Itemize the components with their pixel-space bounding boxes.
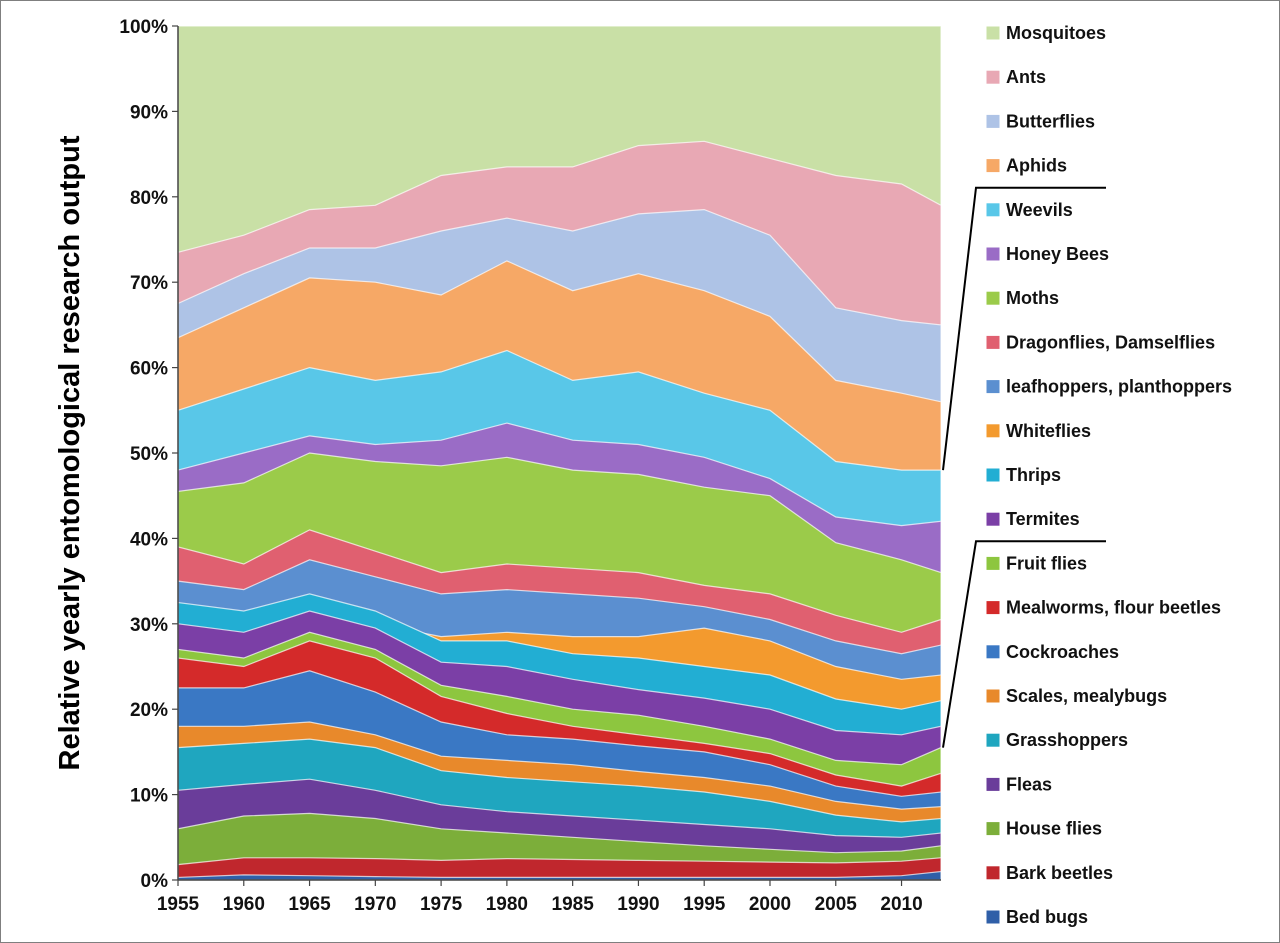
y-tick-label: 60% [130, 359, 168, 380]
legend-swatch [985, 821, 1001, 837]
x-tick-label: 1985 [552, 894, 595, 915]
x-tick-label: 1995 [683, 894, 726, 915]
x-tick-label: 1955 [157, 894, 200, 915]
x-tick-label: 2010 [880, 894, 922, 915]
legend-swatch [985, 334, 1001, 350]
legend-label: Termites [1006, 509, 1080, 529]
area-series-2 [177, 857, 942, 881]
legend-swatch [985, 158, 1001, 174]
legend-swatch [985, 379, 1001, 395]
legend-label: Fleas [1006, 774, 1052, 794]
legend: Mosquitoes Ants Butterflies Aphids Weevils Ho… [985, 23, 1232, 927]
legend-label: Honey Bees [1006, 244, 1109, 264]
legend-label: Scales, mealybugs [1006, 686, 1167, 706]
x-tick-label: 1970 [354, 894, 396, 915]
legend-label: Aphids [1006, 156, 1067, 176]
legend-swatch [985, 909, 1001, 925]
legend-swatch [985, 865, 1001, 881]
legend-swatch [985, 423, 1001, 439]
y-tick-label: 20% [130, 700, 168, 721]
y-tick-label: 50% [130, 444, 168, 465]
x-tick-label: 2000 [749, 894, 791, 915]
y-axis-label: Relative yearly entomological research o… [54, 135, 86, 770]
legend-label: Weevils [1006, 200, 1073, 220]
legend-swatch [985, 776, 1001, 792]
legend-swatch [985, 246, 1001, 262]
legend-label: Butterflies [1006, 111, 1095, 131]
legend-brackets [942, 186, 1106, 748]
x-tick-label: 1990 [617, 894, 659, 915]
legend-label: Bed bugs [1006, 907, 1088, 927]
legend-bracket-upper [942, 186, 1106, 471]
y-tick-label: 70% [130, 273, 168, 294]
legend-swatch [985, 732, 1001, 748]
legend-swatch [985, 600, 1001, 616]
x-tick-labels: 1955 1960 1965 1970 1975 1980 1985 1990 1995 2000… [157, 880, 923, 915]
legend-label: Mealworms, flour beetles [1006, 598, 1221, 618]
legend-label: Dragonflies, Damselflies [1006, 332, 1215, 352]
legend-label: Mosquitoes [1006, 23, 1106, 43]
legend-swatch [985, 467, 1001, 483]
legend-label: Ants [1006, 67, 1046, 87]
legend-label: Moths [1006, 288, 1059, 308]
legend-swatch [985, 113, 1001, 129]
legend-label: House flies [1006, 819, 1102, 839]
x-tick-label: 1960 [223, 894, 265, 915]
legend-label: Cockroaches [1006, 642, 1119, 662]
area-series-1 [177, 870, 942, 881]
legend-label: leafhoppers, planthoppers [1006, 377, 1232, 397]
y-tick-label: 90% [130, 102, 168, 123]
legend-swatch [985, 69, 1001, 85]
legend-swatch [985, 511, 1001, 527]
legend-swatch [985, 290, 1001, 306]
legend-label: Whiteflies [1006, 421, 1091, 441]
y-tick-label: 10% [130, 786, 168, 807]
x-tick-label: 1980 [486, 894, 528, 915]
legend-label: Fruit flies [1006, 553, 1087, 573]
y-tick-label: 30% [130, 615, 168, 636]
legend-label: Grasshoppers [1006, 730, 1128, 750]
legend-swatch [985, 25, 1001, 41]
y-tick-label: 40% [130, 529, 168, 550]
legend-label: Thrips [1006, 465, 1061, 485]
x-tick-label: 1965 [288, 894, 331, 915]
legend-swatch [985, 644, 1001, 660]
x-tick-label: 2005 [815, 894, 858, 915]
x-tick-label: 1975 [420, 894, 463, 915]
legend-swatch [985, 202, 1001, 218]
y-tick-label: 80% [130, 188, 168, 209]
area-series-group [177, 25, 942, 881]
legend-swatch [985, 688, 1001, 704]
y-tick-labels: 0% 10% 20% 30% 40% 50% 60% 70% 80% 90% 100% [119, 17, 178, 892]
legend-label: Bark beetles [1006, 863, 1113, 883]
y-tick-label: 0% [141, 871, 169, 892]
legend-swatch [985, 555, 1001, 571]
y-tick-label: 100% [119, 17, 168, 38]
legend-bracket-lower [942, 540, 1106, 748]
